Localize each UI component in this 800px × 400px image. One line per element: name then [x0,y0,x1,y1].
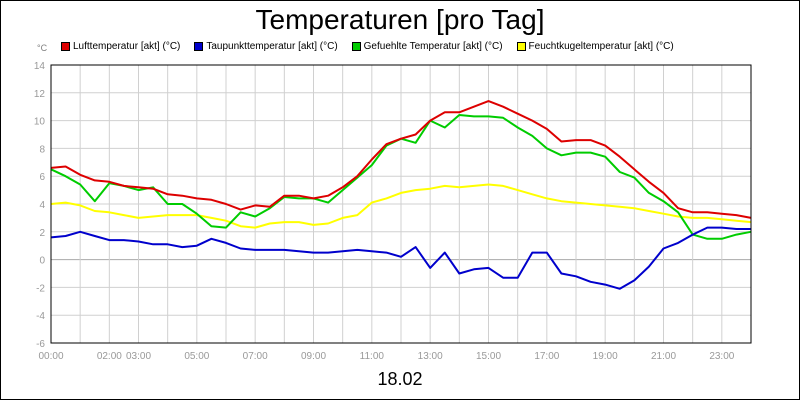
legend-swatch-gefuehlte-temperatur [351,41,361,51]
x-tick-label: 07:00 [243,351,268,362]
legend-swatch-taupunkttemperatur [194,41,204,51]
x-tick-label: 19:00 [593,351,618,362]
y-tick-label: -2 [36,283,45,294]
x-tick-label: 09:00 [301,351,326,362]
x-tick-label: 17:00 [534,351,559,362]
y-tick-label: 10 [34,117,46,128]
legend-item-feuchtkugeltemperatur: Feuchtkugeltemperatur [akt] (°C) [516,40,674,52]
legend-label-taupunkttemperatur: Taupunkttemperatur [akt] (°C) [206,40,338,52]
legend-swatch-feuchtkugeltemperatur [516,41,526,51]
legend-item-gefuehlte-temperatur: Gefuehlte Temperatur [akt] (°C) [351,40,503,52]
x-tick-label: 11:00 [360,351,385,362]
x-tick-label: 00:00 [38,351,63,362]
legend-item-lufttemperatur: Lufttemperatur [akt] (°C) [61,41,180,52]
y-axis-unit-label: °C [37,43,48,53]
x-tick-label: 03:00 [126,351,151,362]
y-tick-label: 6 [39,172,45,183]
series-line-lufttemperatur [50,100,752,219]
y-tick-label: 12 [34,89,46,100]
y-tick-label: 8 [39,144,45,155]
y-tick-label: 4 [39,200,45,211]
y-tick-label: 2 [39,228,45,239]
y-tick-label: 0 [39,256,45,267]
x-tick-label: 13:00 [418,351,443,362]
chart-title: Temperaturen [pro Tag] [255,4,545,35]
x-tick-label: 21:00 [651,351,676,362]
legend-item-taupunkttemperatur: Taupunkttemperatur [akt] (°C) [194,40,338,52]
x-tick-label: 05:00 [184,351,209,362]
x-tick-label: 02:00 [97,351,122,362]
series-line-taupunkttemperatur [50,226,751,290]
legend: Lufttemperatur [akt] (°C) Taupunkttemper… [61,39,688,53]
y-tick-label: -6 [36,339,45,350]
legend-label-gefuehlte-temperatur: Gefuehlte Temperatur [akt] (°C) [363,40,503,52]
x-axis-date-label: 18.02 [377,369,423,389]
y-tick-label: -4 [36,311,45,322]
x-tick-label: 15:00 [476,351,501,362]
plot-border [50,64,752,344]
series-line-feuchtkugeltemperatur [50,183,752,229]
legend-label-lufttemperatur: Lufttemperatur [akt] (°C) [73,40,181,52]
legend-label-feuchtkugeltemperatur: Feuchtkugeltemperatur [akt] (°C) [528,40,674,52]
legend-swatch-lufttemperatur [61,41,70,51]
y-tick-label: 14 [34,61,46,72]
x-tick-label: 23:00 [709,351,734,362]
